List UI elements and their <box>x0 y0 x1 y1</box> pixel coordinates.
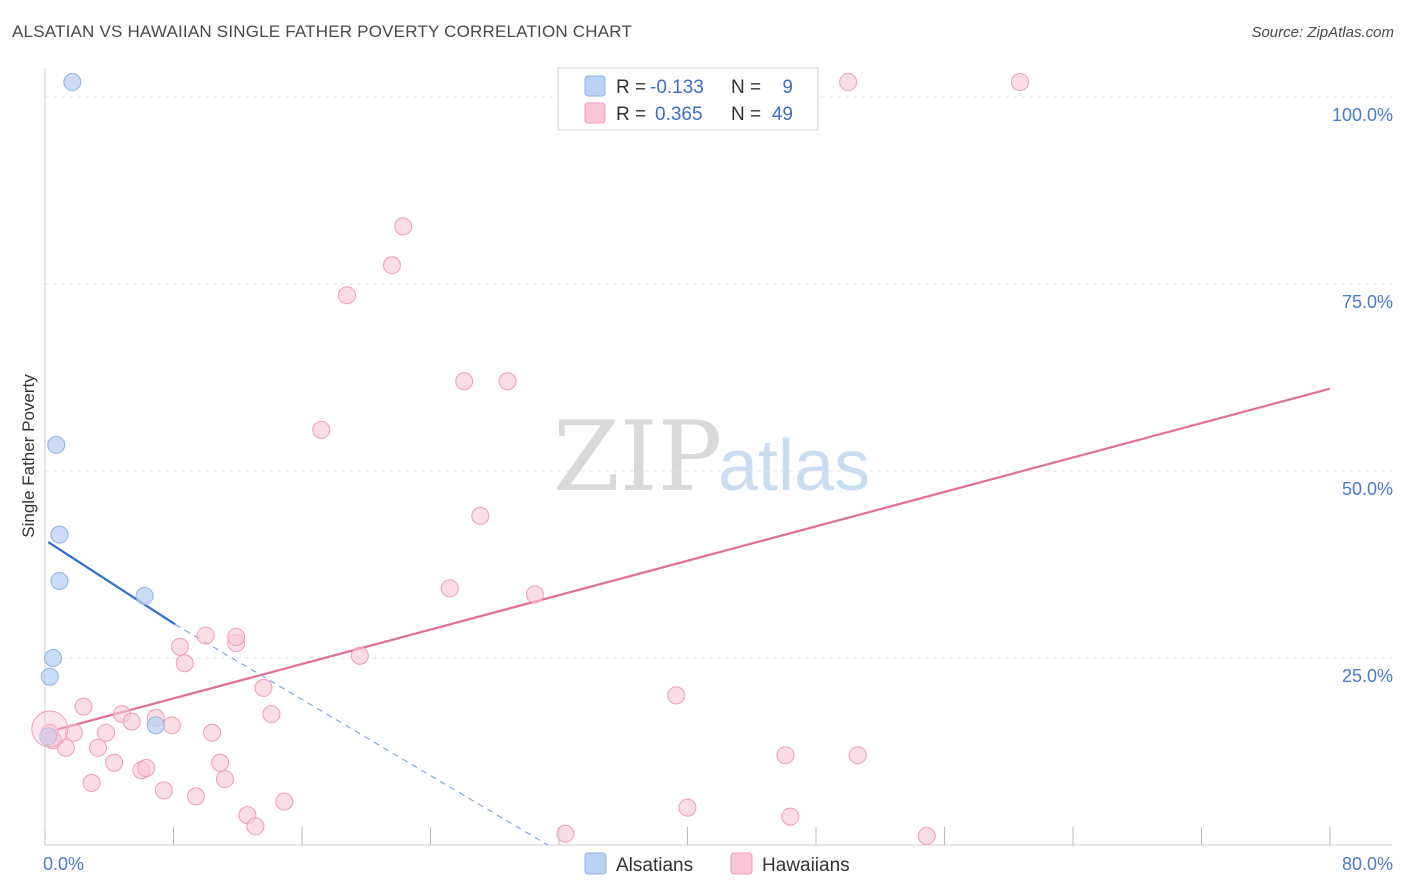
point-hawaiians <box>440 579 459 598</box>
stats-n-value-alsatians: 9 <box>782 77 793 98</box>
point-alsatians <box>63 73 82 92</box>
point-alsatians <box>39 727 58 746</box>
point-alsatians <box>135 586 154 605</box>
point-hawaiians <box>97 723 116 742</box>
stats-r-label-alsatians: R = <box>616 77 646 98</box>
x-tick-label-max: 80.0% <box>1342 854 1393 874</box>
series-legend: Alsatians Hawaiians <box>584 852 850 876</box>
point-alsatians <box>146 716 165 735</box>
point-hawaiians <box>105 753 124 772</box>
point-hawaiians <box>82 773 101 792</box>
point-hawaiians <box>382 256 401 275</box>
point-hawaiians <box>455 372 474 391</box>
point-hawaiians <box>394 217 413 236</box>
point-hawaiians <box>776 746 795 765</box>
point-hawaiians <box>556 824 575 843</box>
stats-r-value-alsatians: -0.133 <box>650 77 704 98</box>
point-alsatians <box>40 667 59 686</box>
point-alsatians <box>44 649 63 667</box>
point-hawaiians <box>215 770 234 789</box>
chart-title: ALSATIAN VS HAWAIIAN SINGLE FATHER POVER… <box>12 22 633 41</box>
point-hawaiians <box>154 781 173 800</box>
point-hawaiians <box>137 758 156 777</box>
stats-n-value-hawaiians: 49 <box>772 104 793 125</box>
point-hawaiians <box>839 73 858 92</box>
y-tick-label: 75.0% <box>1342 292 1393 312</box>
tick-labels: 25.0% 50.0% 75.0% 100.0% 0.0% 80.0% <box>43 105 1393 874</box>
y-axis-label: Single Father Poverty <box>19 374 38 538</box>
point-hawaiians <box>162 716 181 735</box>
point-hawaiians <box>89 738 108 757</box>
watermark-zip: ZIP <box>553 401 722 513</box>
x-tick-label-min: 0.0% <box>43 854 84 874</box>
y-tick-label: 25.0% <box>1342 666 1393 686</box>
point-hawaiians <box>1010 73 1029 92</box>
y-tick-label: 50.0% <box>1342 479 1393 499</box>
point-hawaiians <box>74 697 93 716</box>
stats-swatch-alsatians <box>584 75 606 97</box>
stats-swatch-hawaiians <box>584 102 606 124</box>
legend-swatch-alsatians <box>584 852 607 875</box>
trend-lines <box>44 387 1331 846</box>
stats-r-label-hawaiians: R = <box>616 104 646 125</box>
point-hawaiians <box>917 827 936 846</box>
point-hawaiians <box>275 792 294 811</box>
point-hawaiians <box>196 626 215 645</box>
point-hawaiians <box>498 372 517 391</box>
point-hawaiians <box>170 637 189 656</box>
stats-n-label-hawaiians: N = <box>731 104 761 125</box>
gridlines <box>45 96 1392 659</box>
stats-n-label-alsatians: N = <box>731 77 761 98</box>
trend-line-hawaiians <box>44 387 1331 734</box>
data-points <box>31 73 1029 846</box>
point-hawaiians <box>350 646 369 665</box>
point-hawaiians <box>525 585 544 604</box>
legend-label-hawaiians: Hawaiians <box>762 855 850 876</box>
point-hawaiians <box>203 723 222 742</box>
point-hawaiians <box>667 686 686 705</box>
legend-label-alsatians: Alsatians <box>616 855 693 876</box>
point-alsatians <box>50 525 69 544</box>
point-hawaiians <box>848 746 867 765</box>
point-hawaiians <box>211 753 230 772</box>
stats-r-value-hawaiians: 0.365 <box>655 104 703 125</box>
point-hawaiians <box>175 654 194 673</box>
y-tick-label: 100.0% <box>1332 105 1393 125</box>
point-hawaiians <box>262 705 281 724</box>
point-hawaiians <box>186 787 205 806</box>
point-hawaiians-large <box>31 710 69 748</box>
stats-legend: R = -0.133 N = 9 R = 0.365 N = 49 <box>557 67 819 131</box>
point-hawaiians <box>56 738 75 757</box>
point-hawaiians <box>122 712 141 731</box>
point-hawaiians <box>246 817 265 836</box>
legend-swatch-hawaiians <box>730 852 753 875</box>
point-hawaiians <box>471 506 490 525</box>
point-hawaiians <box>254 678 273 697</box>
point-hawaiians <box>678 798 697 817</box>
point-hawaiians <box>312 420 331 439</box>
point-alsatians <box>47 435 66 454</box>
point-alsatians <box>50 571 69 590</box>
source-label: Source: ZipAtlas.com <box>1251 24 1394 41</box>
trend-line-alsatians <box>47 541 176 626</box>
point-hawaiians <box>781 807 800 826</box>
point-hawaiians <box>337 286 356 305</box>
watermark-atlas: atlas <box>718 426 870 506</box>
point-hawaiians <box>64 723 83 742</box>
point-hawaiians <box>227 628 246 647</box>
